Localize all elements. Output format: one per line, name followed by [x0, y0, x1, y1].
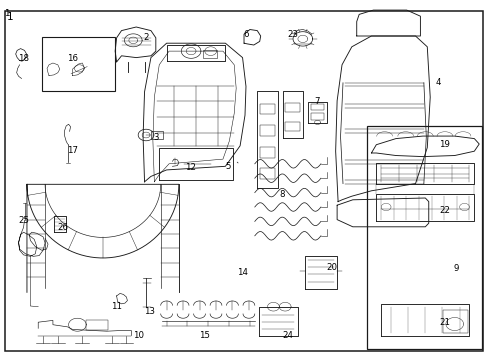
Bar	[311, 113, 324, 120]
Text: 16: 16	[67, 54, 78, 63]
Text: 25: 25	[18, 216, 29, 225]
Text: 24: 24	[283, 331, 294, 340]
Bar	[285, 122, 300, 131]
Text: 1: 1	[7, 12, 14, 22]
Text: 23: 23	[288, 30, 298, 39]
Text: 13: 13	[144, 307, 155, 316]
Text: 17: 17	[67, 146, 78, 155]
Bar	[311, 104, 324, 110]
Text: 7: 7	[315, 97, 320, 106]
Text: 14: 14	[237, 269, 248, 277]
Text: 2: 2	[143, 33, 149, 42]
Text: 10: 10	[133, 331, 144, 340]
Bar	[260, 147, 275, 158]
Text: 11: 11	[111, 302, 122, 311]
Text: 19: 19	[440, 140, 450, 149]
Bar	[86, 320, 108, 330]
Text: 5: 5	[225, 162, 231, 171]
Text: 22: 22	[440, 206, 450, 215]
Text: 12: 12	[185, 163, 196, 172]
Bar	[260, 168, 275, 179]
Text: 4: 4	[436, 78, 441, 87]
Text: 21: 21	[440, 318, 450, 327]
Text: 26: 26	[57, 223, 68, 232]
Text: 15: 15	[199, 331, 210, 340]
Bar	[260, 104, 275, 114]
Bar	[42, 37, 115, 91]
Bar	[260, 125, 275, 136]
Bar	[151, 131, 163, 139]
Text: 8: 8	[279, 190, 285, 199]
Text: 20: 20	[327, 263, 338, 271]
Text: 3: 3	[153, 133, 159, 142]
Bar	[285, 103, 300, 112]
Text: 9: 9	[453, 264, 458, 273]
Text: 1: 1	[4, 9, 10, 18]
Text: 18: 18	[18, 54, 29, 63]
Bar	[367, 126, 482, 349]
Bar	[443, 310, 468, 333]
Text: 6: 6	[243, 30, 249, 39]
Bar	[203, 50, 217, 58]
